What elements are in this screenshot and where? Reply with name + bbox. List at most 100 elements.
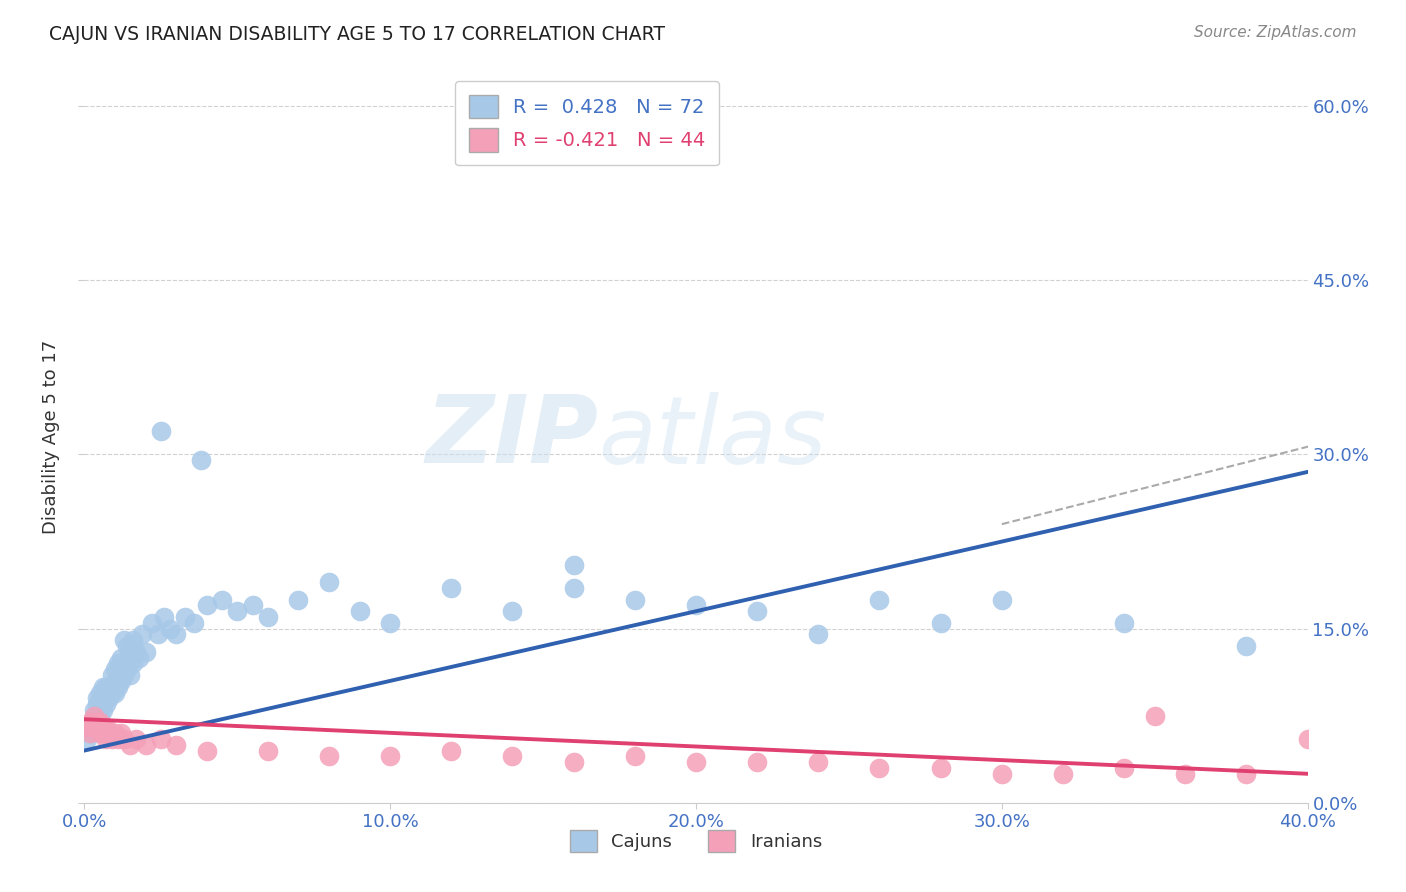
Point (380, 615, 402, 630)
Point (929, 761, 952, 775)
Point (110, 726, 132, 740)
Point (1174, 766, 1197, 780)
Point (89, 685, 111, 699)
Point (869, 592, 891, 607)
Y-axis label: Disability Age 5 to 17: Disability Age 5 to 17 (42, 340, 60, 534)
Point (174, 610, 197, 624)
Point (94, 685, 117, 699)
Point (562, 581, 585, 595)
Point (562, 558, 585, 572)
Point (91, 680, 114, 694)
Point (83, 708, 105, 723)
Point (318, 749, 340, 764)
Point (349, 604, 371, 618)
Point (86, 697, 108, 711)
Text: atlas: atlas (598, 392, 827, 483)
Point (125, 731, 148, 746)
Point (120, 645, 142, 659)
Point (97, 680, 120, 694)
Point (1236, 639, 1258, 653)
Point (94, 697, 117, 711)
Point (94, 731, 117, 746)
Point (122, 633, 145, 648)
Point (869, 761, 891, 775)
Point (112, 633, 135, 648)
Point (115, 662, 138, 676)
Point (89, 697, 111, 711)
Point (165, 738, 187, 752)
Point (128, 650, 150, 665)
Point (97, 691, 120, 706)
Point (624, 749, 647, 764)
Point (1114, 615, 1136, 630)
Point (195, 599, 218, 613)
Point (153, 610, 176, 624)
Point (91, 703, 114, 717)
Point (86, 720, 108, 734)
Text: Source: ZipAtlas.com: Source: ZipAtlas.com (1194, 25, 1357, 40)
Point (211, 592, 233, 607)
Point (135, 645, 157, 659)
Point (89, 708, 111, 723)
Point (195, 743, 218, 757)
Point (107, 731, 129, 746)
Point (257, 610, 280, 624)
Point (86, 708, 108, 723)
Point (94, 680, 117, 694)
Point (104, 673, 127, 688)
Point (83, 714, 105, 729)
Point (135, 738, 157, 752)
Point (79, 714, 101, 729)
Point (101, 685, 124, 699)
Point (141, 615, 163, 630)
Point (929, 615, 952, 630)
Point (83, 703, 105, 717)
Point (112, 668, 135, 682)
Point (149, 731, 172, 746)
Point (101, 731, 124, 746)
Text: CAJUN VS IRANIAN DISABILITY AGE 5 TO 17 CORRELATION CHART: CAJUN VS IRANIAN DISABILITY AGE 5 TO 17 … (49, 25, 665, 44)
Point (747, 604, 769, 618)
Point (107, 657, 129, 671)
Point (440, 581, 463, 595)
Point (149, 424, 172, 438)
Point (91, 726, 114, 740)
Point (112, 731, 135, 746)
Point (83, 720, 105, 734)
Point (91, 720, 114, 734)
Point (991, 766, 1014, 780)
Point (122, 657, 145, 671)
Point (226, 604, 249, 618)
Point (502, 604, 524, 618)
Point (91, 691, 114, 706)
Point (86, 691, 108, 706)
Point (807, 755, 830, 769)
Point (165, 627, 187, 641)
Point (97, 726, 120, 740)
Point (131, 627, 153, 641)
Point (86, 714, 108, 729)
Point (318, 575, 340, 590)
Point (83, 708, 105, 723)
Point (1114, 761, 1136, 775)
Point (125, 645, 148, 659)
Point (242, 599, 264, 613)
Point (107, 680, 129, 694)
Point (1296, 731, 1319, 746)
Point (624, 592, 647, 607)
Point (79, 726, 101, 740)
Point (146, 627, 169, 641)
Point (104, 685, 127, 699)
Point (120, 668, 142, 682)
Point (440, 743, 463, 757)
Point (502, 749, 524, 764)
Point (104, 662, 127, 676)
Point (1143, 708, 1166, 723)
Point (120, 738, 142, 752)
Point (287, 592, 309, 607)
Point (562, 755, 585, 769)
Point (991, 592, 1014, 607)
Point (380, 749, 402, 764)
Point (79, 726, 101, 740)
Point (76, 720, 98, 734)
